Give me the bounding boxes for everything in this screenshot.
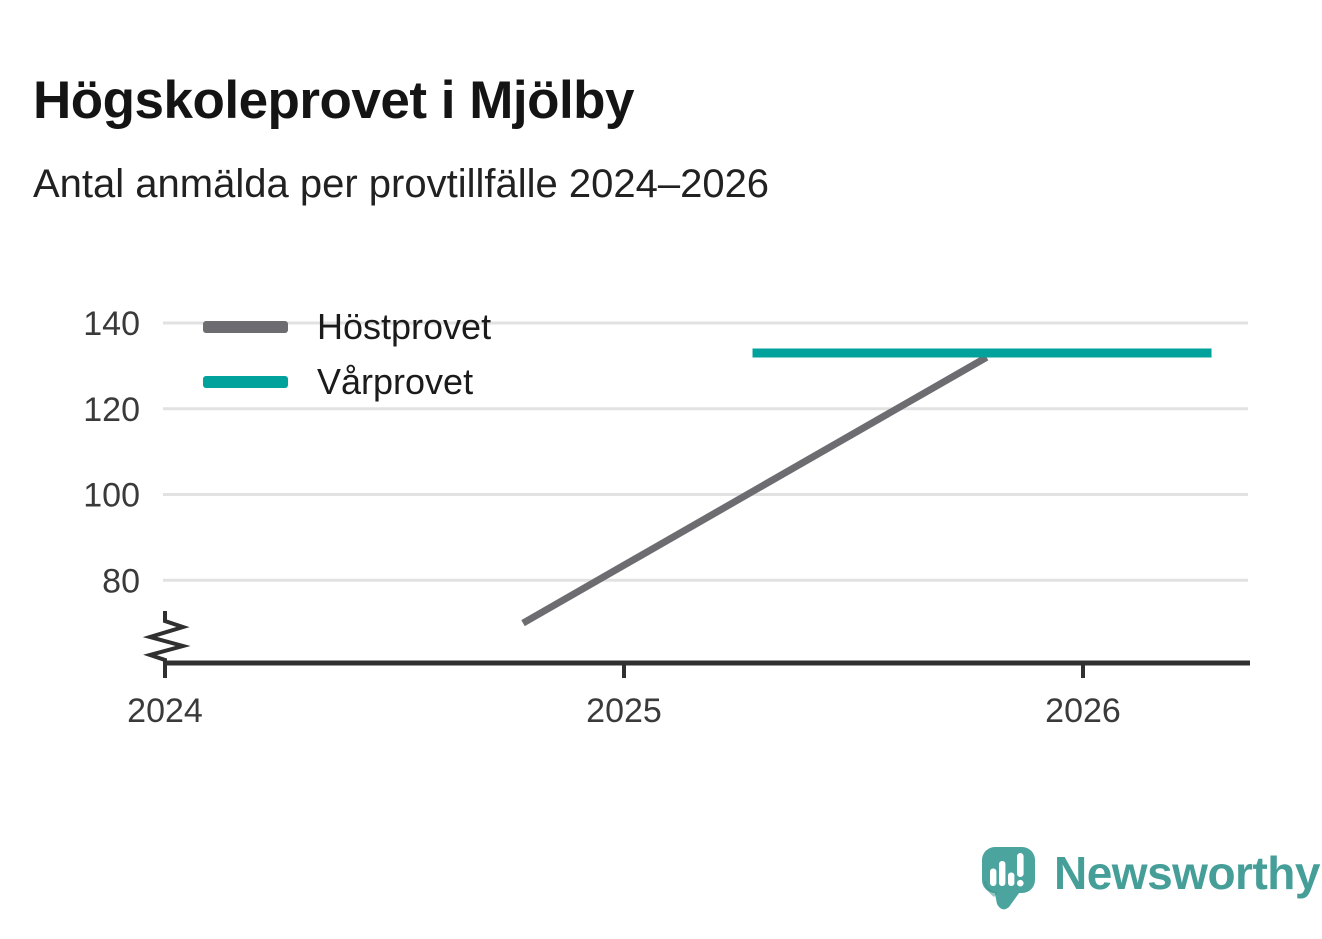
x-tick-label-2026: 2026 <box>1045 692 1121 730</box>
brand-name: Newsworthy <box>1054 847 1320 899</box>
legend: Höstprovet Vårprovet <box>203 299 491 409</box>
axis-break-icon <box>142 611 191 678</box>
y-tick-label-100: 100 <box>83 477 140 515</box>
newsworthy-bubble-icon <box>982 847 1035 910</box>
bar-chart-exclamation-icon <box>990 853 1024 887</box>
x-tick-label-2024: 2024 <box>127 692 203 730</box>
series-line-höstprovet <box>521 354 989 627</box>
legend-label-hostprovet: Höstprovet <box>317 305 492 347</box>
legend-label-varprovet: Vårprovet <box>317 360 474 402</box>
y-tick-label-140: 140 <box>83 305 140 343</box>
legend-swatch-hostprovet <box>203 320 288 333</box>
y-tick-label-120: 120 <box>83 391 140 429</box>
page-title: Högskoleprovet i Mjölby <box>33 70 635 130</box>
legend-item-varprovet: Vårprovet <box>203 354 491 409</box>
legend-item-hostprovet: Höstprovet <box>203 299 491 354</box>
y-tick-label-80: 80 <box>102 562 140 600</box>
page-subtitle: Antal anmälda per provtillfälle 2024–202… <box>33 162 770 206</box>
newsworthy-logo: Newsworthy <box>981 845 1320 915</box>
legend-swatch-varprovet <box>203 375 288 388</box>
x-tick-label-2025: 2025 <box>586 692 662 730</box>
